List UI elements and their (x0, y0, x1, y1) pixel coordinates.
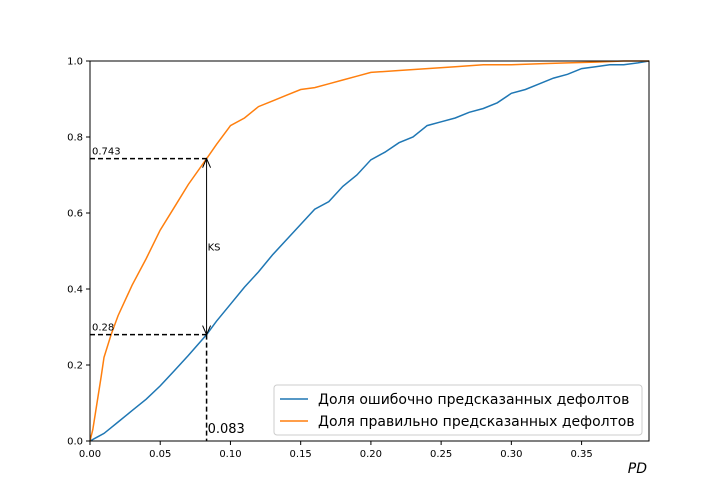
series-line-1 (89, 60, 650, 442)
x-tick-label: 0.25 (430, 449, 452, 460)
axis-ticks-layer: 0.00 0.05 0.10 0.15 0.20 0.25 0.30 0.35 0.0 0.2 0.… (67, 57, 593, 461)
x-tick-label: 0.35 (570, 449, 592, 460)
ks-label: KS (208, 243, 221, 254)
lower-value-label: 0.28 (92, 323, 114, 334)
legend-box (273, 384, 643, 436)
series-line-2 (89, 60, 649, 442)
plot-frame (89, 60, 650, 442)
x-tick-label: 0.00 (79, 449, 101, 460)
curves-layer (89, 60, 650, 442)
x-tick-label: 0.10 (219, 449, 241, 460)
legend-label-2: Доля правильно предсказанных дефолтов (318, 414, 635, 430)
y-tick-label: 0.2 (67, 361, 83, 372)
x-tick-label: 0.15 (290, 449, 312, 460)
x-axis-label: PD (628, 461, 647, 477)
y-tick-label: 0.0 (67, 437, 83, 448)
legend-label-1: Доля ошибочно предсказанных дефолтов (318, 392, 629, 408)
annotations-layer: 0.743 0.28 KS 0.083 (90, 147, 245, 441)
y-tick-label: 0.6 (67, 209, 83, 220)
y-tick-label: 1.0 (67, 57, 83, 68)
legend: Доля ошибочно предсказанных дефолтов Доля… (273, 384, 643, 436)
x-tick-label: 0.30 (500, 449, 522, 460)
ks-x-value-label: 0.083 (208, 422, 245, 437)
ks-arrow-head-down (202, 325, 212, 336)
upper-value-label: 0.743 (92, 147, 121, 158)
x-tick-label: 0.20 (360, 449, 382, 460)
x-tick-label: 0.05 (149, 449, 171, 460)
y-tick-label: 0.4 (67, 285, 83, 296)
y-tick-label: 0.8 (67, 133, 83, 144)
ks-arrow-head-up (202, 157, 212, 168)
